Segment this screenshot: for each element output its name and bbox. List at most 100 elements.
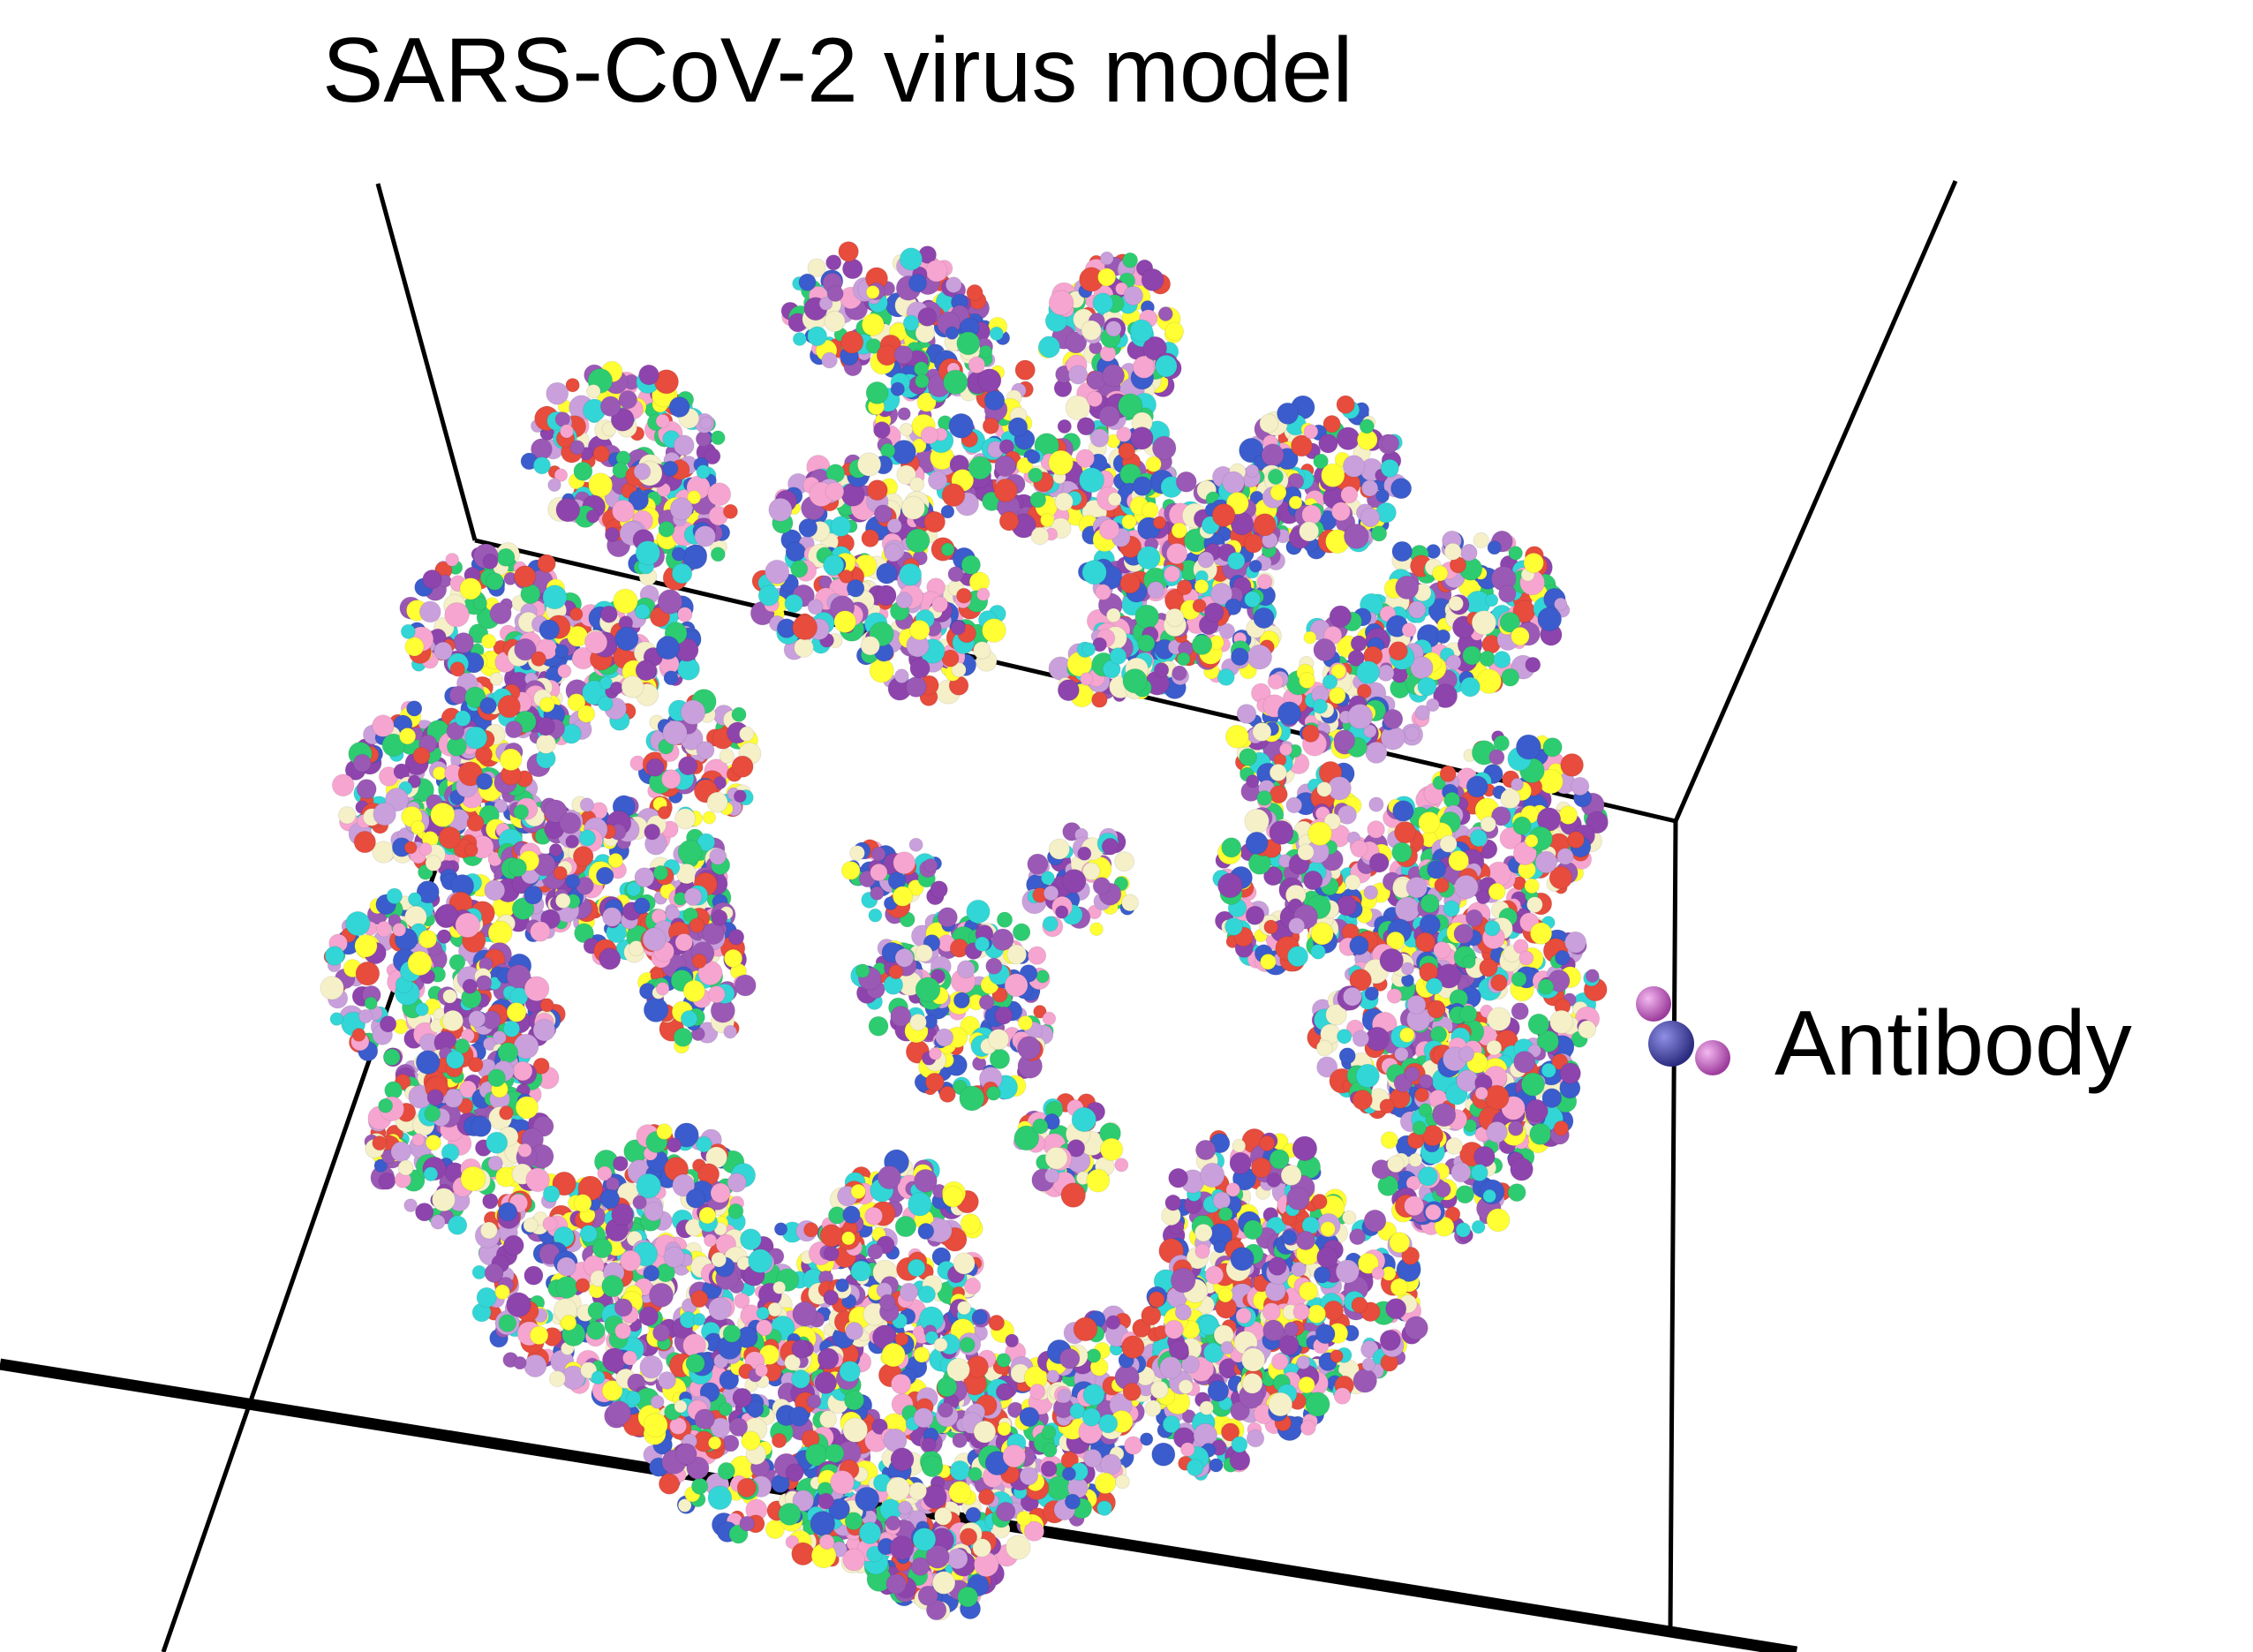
atom — [931, 596, 948, 613]
atom — [536, 734, 556, 754]
atom — [699, 416, 713, 430]
atom — [559, 424, 575, 439]
atom — [1122, 252, 1139, 268]
atom — [378, 1098, 394, 1113]
atom — [1525, 834, 1539, 848]
atom — [1459, 676, 1481, 698]
protein-cluster — [780, 241, 991, 378]
atom — [807, 599, 824, 615]
atom — [1488, 882, 1506, 901]
atom — [1217, 668, 1235, 686]
atom — [1089, 922, 1104, 937]
atom — [1370, 525, 1388, 542]
atom — [407, 950, 433, 977]
atom — [424, 1105, 441, 1122]
atom — [585, 509, 600, 524]
atom — [1462, 645, 1482, 666]
atom — [966, 899, 991, 924]
atom — [1061, 869, 1087, 894]
atom — [899, 247, 923, 271]
atom — [1388, 641, 1408, 661]
atom — [1060, 1182, 1086, 1208]
atom — [1118, 442, 1136, 460]
atom — [1493, 735, 1511, 751]
atom — [1407, 600, 1427, 619]
atom — [948, 412, 975, 439]
atom — [722, 503, 739, 519]
atom — [1004, 973, 1029, 998]
atom — [1340, 486, 1359, 504]
atom — [951, 662, 967, 678]
atom — [1347, 704, 1374, 729]
atom — [1471, 610, 1497, 636]
atom — [425, 855, 442, 871]
atom — [1458, 1045, 1475, 1063]
atom — [731, 706, 747, 722]
atom — [466, 814, 485, 832]
atom — [768, 497, 793, 522]
atom — [548, 843, 563, 857]
atom — [696, 741, 715, 760]
atom — [1278, 743, 1293, 757]
atom — [1451, 1162, 1472, 1183]
atom — [400, 623, 416, 639]
atom — [937, 907, 958, 928]
atom — [953, 992, 970, 1009]
atom — [463, 842, 478, 857]
atom — [691, 953, 707, 969]
atom — [1399, 1027, 1415, 1043]
atom — [442, 989, 457, 1004]
atom — [1394, 1046, 1409, 1062]
atom — [444, 602, 470, 628]
atom — [1165, 607, 1185, 628]
atom — [1360, 479, 1379, 497]
atom — [674, 808, 697, 830]
atom — [1017, 1036, 1042, 1060]
atom — [821, 351, 838, 369]
atom — [1032, 1118, 1049, 1135]
atom — [947, 566, 964, 583]
atom — [1040, 871, 1055, 886]
atom — [1432, 1103, 1457, 1128]
atom — [517, 1143, 532, 1158]
atom — [909, 619, 931, 641]
atom — [1386, 988, 1403, 1004]
atom — [1099, 1137, 1124, 1162]
atom — [896, 464, 916, 486]
atom — [1418, 811, 1441, 834]
protein-cluster — [629, 689, 762, 827]
atom — [1488, 749, 1505, 766]
atom — [662, 460, 679, 477]
atom — [595, 866, 614, 886]
atom — [618, 389, 638, 410]
atom — [1462, 954, 1476, 969]
atom — [1426, 698, 1440, 713]
atom — [1030, 526, 1050, 546]
atom — [695, 430, 712, 448]
atom — [982, 417, 999, 434]
atom — [689, 917, 705, 933]
atom — [633, 897, 651, 915]
atom — [462, 978, 478, 994]
atom — [1419, 914, 1441, 936]
atom — [1455, 1185, 1475, 1204]
atom — [1541, 1062, 1556, 1078]
atom — [683, 887, 703, 906]
atom — [1433, 941, 1451, 960]
atom — [539, 697, 555, 713]
atom — [1455, 1222, 1472, 1238]
atom — [824, 310, 846, 333]
atom — [956, 960, 976, 979]
atom — [1172, 665, 1187, 682]
atom — [1359, 419, 1375, 434]
atom — [373, 802, 396, 826]
atom — [669, 497, 693, 521]
box-edge-left-front — [161, 864, 440, 1652]
atom — [945, 276, 962, 294]
atom — [678, 756, 698, 776]
atom — [390, 1141, 412, 1163]
atom — [372, 1135, 388, 1151]
atom — [1345, 874, 1361, 891]
atom — [1136, 546, 1161, 570]
atom — [855, 963, 870, 978]
